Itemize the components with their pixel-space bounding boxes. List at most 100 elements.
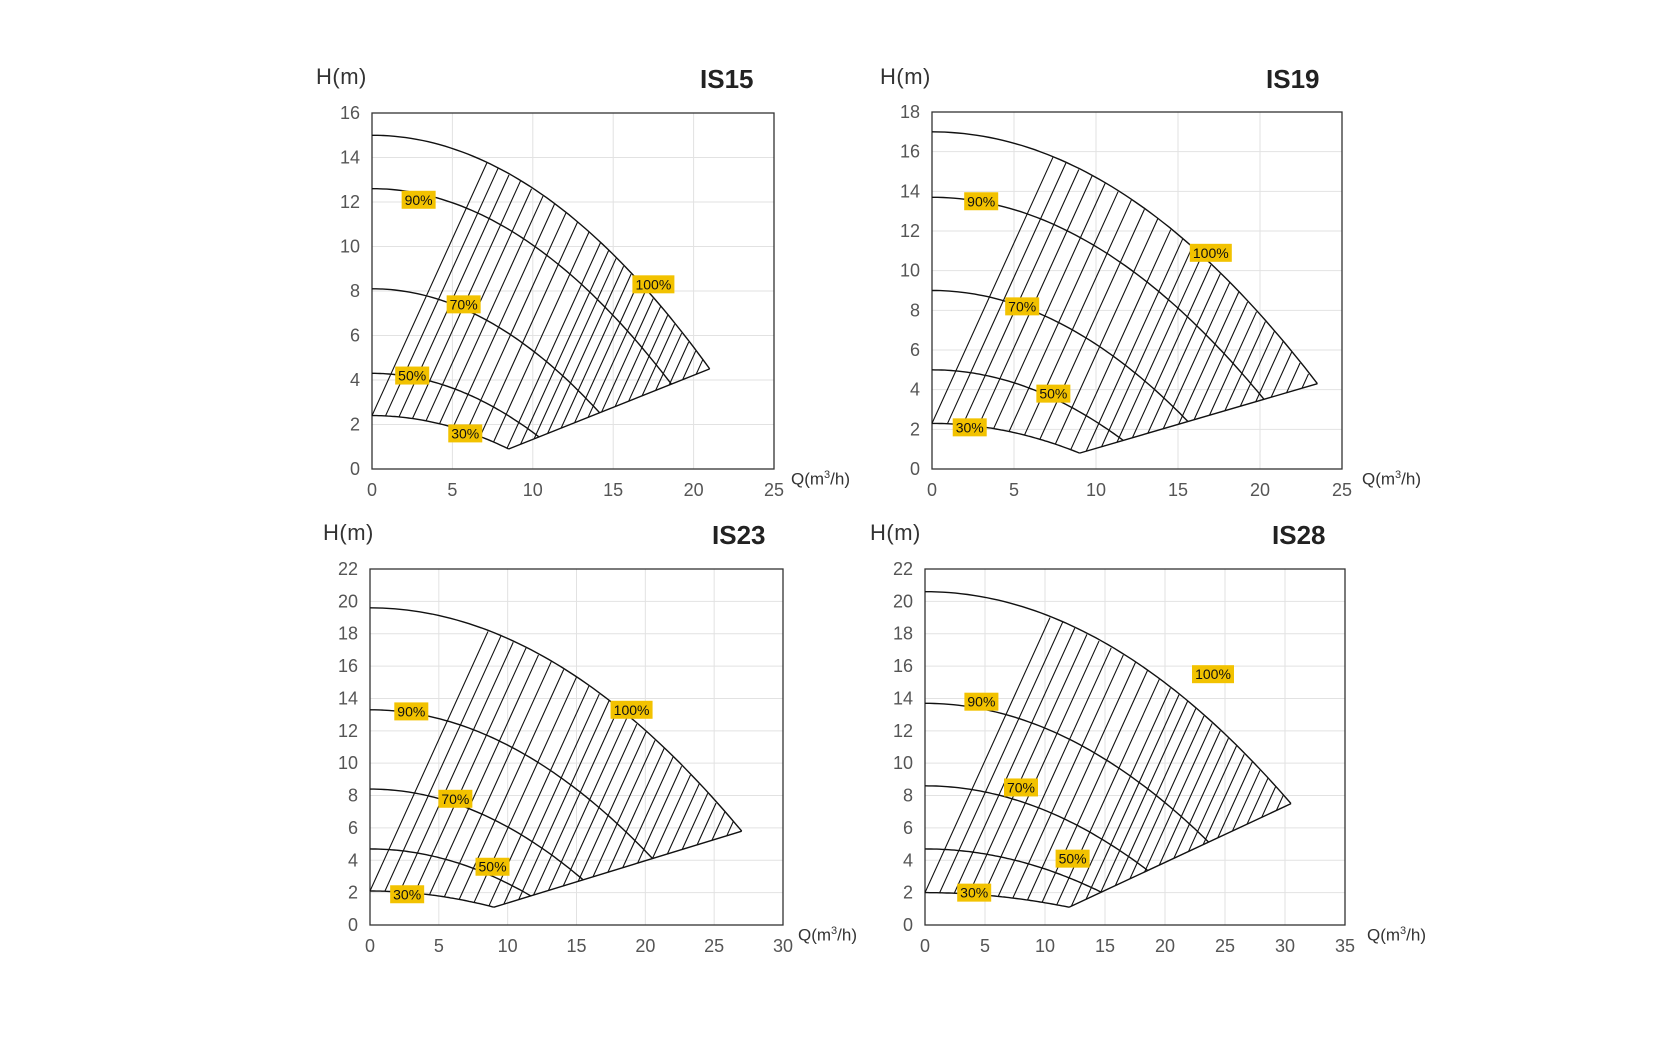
y-tick-label: 2 — [348, 883, 358, 903]
grid — [924, 568, 1346, 926]
hatch-line — [655, 332, 683, 391]
curve-label-bg — [1005, 297, 1040, 316]
x-tick-label: 20 — [1155, 936, 1175, 956]
curve-label: 90% — [405, 192, 433, 208]
x-tick-label: 35 — [1335, 936, 1355, 956]
curve-label: 90% — [397, 703, 425, 719]
x-tick-label: 25 — [704, 936, 724, 956]
y-tick-label: 10 — [338, 753, 358, 773]
y-tick-label: 4 — [903, 850, 913, 870]
hatch-line — [1261, 786, 1277, 818]
hatch-line — [493, 231, 590, 443]
x-tick-label: 25 — [1215, 936, 1235, 956]
y-tick-label: 0 — [348, 915, 358, 935]
x-tick-label: 0 — [365, 936, 375, 956]
curve-label-bg — [1189, 243, 1232, 262]
x-tick-label: 10 — [523, 480, 543, 500]
hatch-line — [681, 793, 709, 850]
curve-label-bg — [438, 789, 473, 808]
y-tick-label: 18 — [338, 624, 358, 644]
hatch-line — [726, 821, 734, 836]
y-axis-label: H(m) — [316, 64, 367, 89]
hatch-line — [520, 250, 610, 445]
y-tick-label: 10 — [900, 261, 920, 281]
hatch-line — [1056, 679, 1160, 906]
curve-label-bg — [1055, 849, 1090, 868]
hatch-line — [547, 715, 629, 891]
curve-label: 50% — [1059, 851, 1087, 867]
hatch-line — [931, 156, 1054, 424]
hatch-line — [641, 324, 676, 397]
x-tick-label: 0 — [927, 480, 937, 500]
hatch-line — [518, 700, 610, 900]
hatch-line — [414, 647, 527, 894]
hatch-line — [1255, 340, 1284, 402]
hatch-line — [1217, 761, 1253, 839]
hatch-line — [399, 642, 514, 893]
hatch-line — [668, 341, 690, 386]
chart-is19: 0 5 10 15 20 25 0 2 4 6 8 10 12 14 16 18 100% 90% 70% 50% 30… — [880, 64, 1421, 500]
curve-label: 30% — [393, 886, 421, 902]
curve-label-bg — [401, 190, 436, 209]
x-tick-label: 20 — [1250, 480, 1270, 500]
hatch-line — [983, 640, 1100, 896]
x-tick-label: 10 — [498, 936, 518, 956]
y-axis-label: H(m) — [880, 64, 931, 89]
curve-50pct — [931, 369, 1124, 441]
hatch-line — [547, 266, 625, 434]
curve-label: 30% — [451, 425, 479, 441]
hatch-line — [1239, 331, 1275, 407]
y-tick-label: 2 — [910, 419, 920, 439]
curve-label: 30% — [956, 419, 984, 435]
y-tick-label: 8 — [350, 281, 360, 301]
curve-label: 100% — [614, 702, 650, 718]
hatch-line — [1026, 662, 1136, 901]
curve-label-bg — [957, 883, 992, 902]
hatch-line — [1231, 770, 1261, 832]
hatch-line — [1114, 708, 1197, 886]
y-tick-label: 0 — [903, 915, 913, 935]
chart-title: IS28 — [1272, 520, 1326, 550]
curve-label: 100% — [635, 276, 671, 292]
curve-label-bg — [395, 366, 430, 385]
curve-label-bg — [446, 295, 481, 314]
hatch-line — [666, 783, 700, 855]
x-tick-label: 5 — [434, 936, 444, 956]
y-tick-label: 16 — [338, 656, 358, 676]
hatch-line — [1270, 351, 1293, 398]
hatch-line — [384, 635, 502, 892]
y-tick-label: 4 — [348, 850, 358, 870]
y-axis-label: H(m) — [870, 520, 921, 545]
hatch-line — [1147, 273, 1221, 434]
curve-label-bg — [1004, 778, 1038, 797]
y-tick-label: 6 — [903, 818, 913, 838]
y-tick-label: 14 — [338, 688, 358, 708]
hatch-line — [651, 774, 691, 859]
y-tick-label: 0 — [350, 459, 360, 479]
curve-label: 30% — [960, 885, 988, 901]
chart-title: IS15 — [700, 64, 754, 94]
hatch-line — [1178, 291, 1240, 425]
curve-label: 90% — [967, 694, 995, 710]
hatch-line — [1070, 688, 1171, 907]
curve-70pct — [372, 288, 601, 414]
hatch-line — [614, 306, 662, 407]
envelope-line — [493, 830, 742, 908]
y-tick-label: 18 — [900, 102, 920, 122]
hatch-line — [439, 195, 544, 424]
y-tick-label: 6 — [910, 340, 920, 360]
x-tick-label: 15 — [603, 480, 623, 500]
curve-100pct — [372, 134, 711, 370]
hatch-line — [560, 273, 632, 429]
hatch-line — [628, 315, 669, 402]
hatch-line — [696, 802, 717, 846]
y-tick-label: 0 — [910, 459, 920, 479]
hatch-line — [574, 281, 640, 423]
y-tick-label: 14 — [340, 148, 360, 168]
curve-label: 50% — [1039, 386, 1067, 402]
curve-30pct — [372, 414, 510, 450]
x-axis-label: Q(m3/h) — [791, 469, 851, 489]
y-tick-label: 16 — [893, 656, 913, 676]
hatch-line — [1008, 191, 1119, 432]
hatch-line — [1144, 723, 1213, 873]
